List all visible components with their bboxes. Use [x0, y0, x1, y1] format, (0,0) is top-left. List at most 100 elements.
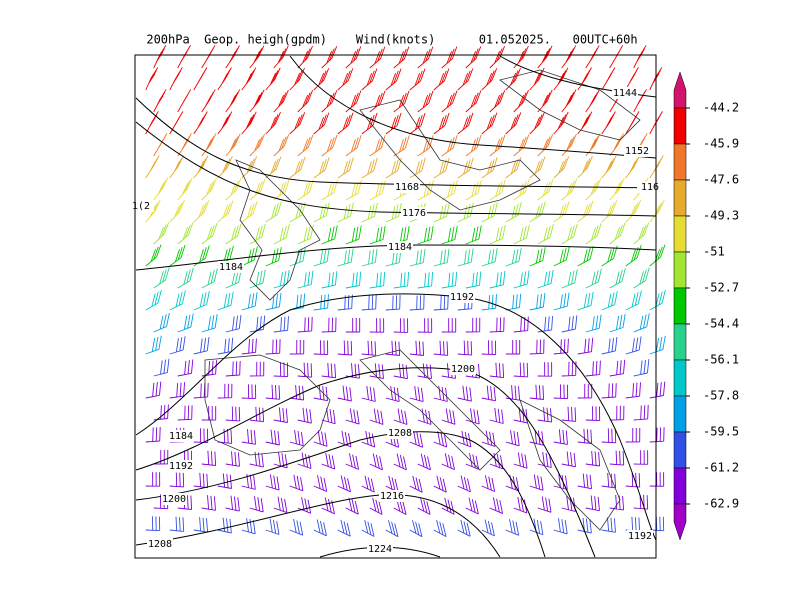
wind-barb	[337, 202, 354, 223]
wind-barb	[481, 112, 498, 135]
wind-barb	[441, 46, 458, 69]
wind-barb	[649, 427, 665, 443]
wind-barb	[193, 336, 210, 355]
contour-label: 1200	[451, 364, 475, 375]
wind-barb	[609, 133, 625, 157]
wind-barb	[465, 46, 482, 69]
contour-label: 1216	[380, 491, 404, 502]
wind-barb	[417, 180, 434, 201]
wind-barb	[561, 269, 578, 289]
contour-label-bg	[624, 145, 650, 157]
wind-barb	[249, 178, 266, 201]
wind-barb	[441, 453, 455, 471]
wind-barb	[193, 472, 209, 489]
wind-barb	[225, 451, 240, 467]
wind-barb	[561, 451, 576, 468]
wind-barb	[273, 316, 289, 333]
wind-barb	[585, 495, 600, 512]
contour-line	[135, 97, 657, 189]
wind-barb	[225, 223, 242, 245]
wind-barb	[465, 179, 482, 201]
wind-barb	[369, 408, 384, 425]
wind-barb	[145, 426, 161, 443]
wind-barb	[145, 335, 162, 355]
wind-barb	[537, 89, 553, 113]
wind-barb	[505, 519, 520, 536]
wind-barb	[649, 516, 665, 532]
wind-barb	[273, 270, 290, 289]
wind-barb	[625, 336, 642, 355]
wind-barb	[409, 112, 426, 135]
wind-barb	[321, 452, 336, 470]
wind-barb	[265, 156, 282, 179]
wind-barb	[625, 516, 641, 532]
colorbar-segment	[673, 503, 687, 541]
wind-barb	[633, 45, 647, 69]
wind-barb	[385, 295, 401, 311]
wind-barb	[217, 155, 233, 179]
wind-barb	[585, 89, 600, 113]
wind-barb	[385, 520, 399, 538]
wind-barb	[633, 267, 650, 289]
wind-barb	[345, 179, 362, 201]
wind-barb	[193, 200, 210, 223]
colorbar-segment	[673, 323, 687, 361]
wind-barb	[385, 157, 402, 179]
wind-barb	[321, 362, 337, 379]
wind-barb	[481, 68, 498, 91]
coastline	[519, 399, 621, 531]
wind-barb	[385, 248, 402, 267]
wind-barb	[505, 385, 521, 401]
wind-barb	[513, 316, 529, 333]
contour-label: 1184	[388, 242, 412, 253]
wind-barb	[417, 46, 434, 69]
wind-barb	[273, 134, 290, 157]
contour-label-bg	[450, 363, 476, 375]
wind-barb	[361, 385, 376, 402]
wind-barb	[321, 497, 335, 515]
wind-barb	[297, 407, 312, 424]
wind-barb	[585, 223, 602, 245]
wind-barb	[169, 155, 185, 179]
wind-barb	[465, 225, 482, 245]
wind-barb	[217, 473, 232, 489]
wind-barb	[241, 518, 256, 535]
wind-barb	[345, 363, 360, 379]
wind-barb	[409, 68, 426, 91]
wind-barb	[145, 472, 161, 487]
wind-barb	[505, 474, 520, 492]
colorbar-label: -52.7	[703, 281, 739, 295]
wind-barb	[553, 201, 570, 223]
wind-barb	[409, 475, 423, 493]
wind-barb	[321, 179, 338, 201]
colorbar-segment	[673, 71, 687, 109]
contour-label-bg	[394, 181, 420, 193]
wind-barb	[289, 201, 306, 223]
wind-barb	[265, 429, 280, 446]
wind-barb	[313, 294, 329, 311]
wind-barb	[337, 157, 354, 179]
wind-barb	[289, 519, 304, 536]
colorbar-label: -56.1	[703, 353, 739, 367]
wind-barb	[297, 316, 313, 333]
colorbar-label: -51	[703, 245, 725, 259]
wind-barb	[529, 474, 544, 491]
wind-barb	[361, 294, 377, 311]
wind-barb	[337, 340, 353, 356]
wind-barb	[441, 271, 458, 289]
wind-barb	[609, 313, 626, 333]
wind-barb	[249, 451, 264, 468]
wind-barb	[601, 291, 618, 311]
map-title: 200hPa Geop. heigh(gpdm) Wind(knots) 01.…	[146, 33, 637, 47]
contour-label: 1168	[395, 182, 419, 193]
wind-barb	[489, 452, 504, 470]
wind-barb	[417, 318, 433, 333]
wind-barb	[297, 362, 313, 378]
wind-barb	[385, 431, 400, 448]
wind-barb	[273, 452, 288, 469]
wind-barb	[217, 517, 232, 534]
wind-barb	[369, 90, 386, 113]
wind-barb	[193, 428, 209, 444]
wind-barb	[265, 518, 280, 535]
wind-barb	[289, 293, 306, 311]
